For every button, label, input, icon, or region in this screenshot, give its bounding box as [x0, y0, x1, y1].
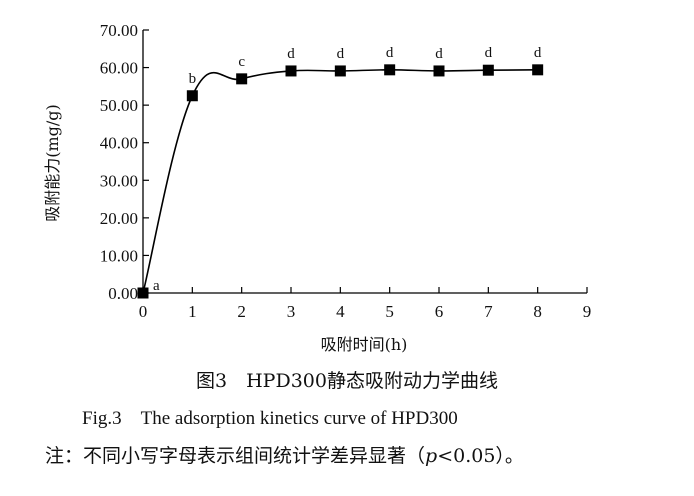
data-point [236, 73, 248, 85]
y-axis-title: 吸附能力(mg/g) [43, 104, 62, 222]
data-point [186, 90, 198, 102]
y-tick-label: 40.00 [100, 134, 138, 153]
significance-labels: a b c d d d d d d [153, 45, 542, 294]
kinetics-chart: 0.00 10.00 20.00 30.00 40.00 50.00 60.00 70.00 0… [43, 21, 592, 354]
y-tick-label: 10.00 [100, 246, 138, 265]
x-tick-label: 5 [385, 302, 394, 321]
chart-axes [142, 30, 587, 294]
x-tick-label: 8 [533, 302, 542, 321]
x-tick-label: 4 [336, 302, 345, 321]
y-tick-label: 20.00 [100, 209, 138, 228]
x-tick-label: 3 [287, 302, 296, 321]
y-tick-label: 0.00 [108, 284, 138, 303]
significance-label: d [485, 45, 493, 61]
note-p-symbol: p [425, 445, 438, 467]
significance-label: c [238, 54, 245, 70]
figure-note: 注：不同小写字母表示组间统计学差异显著（p<0.05）。 [45, 441, 694, 468]
data-point [137, 287, 149, 299]
x-tick-label: 9 [583, 302, 592, 321]
significance-label: d [337, 46, 345, 62]
data-point [482, 64, 494, 76]
note-suffix: <0.05）。 [437, 445, 524, 467]
significance-label: d [386, 45, 394, 61]
x-tick-label: 1 [188, 302, 197, 321]
y-tick-label: 30.00 [100, 171, 138, 190]
y-tick-label: 50.00 [100, 96, 138, 115]
significance-label: a [153, 278, 160, 294]
y-tick-label: 60.00 [100, 59, 138, 78]
significance-label: d [534, 45, 542, 61]
x-tick-label: 7 [484, 302, 493, 321]
data-point [433, 65, 445, 77]
note-prefix: 注：不同小写字母表示组间统计学差异显著（ [45, 445, 426, 467]
x-tick-label: 2 [237, 302, 246, 321]
x-tick-label: 6 [435, 302, 444, 321]
data-point [384, 64, 396, 76]
y-tick-label: 70.00 [100, 21, 138, 40]
series-line [142, 69, 538, 294]
figure-caption-chinese: 图3 HPD300静态吸附动力学曲线 [196, 370, 498, 392]
series-markers [137, 64, 544, 299]
x-tick-label: 0 [139, 302, 148, 321]
figure-caption-english: Fig.3 The adsorption kinetics curve of H… [82, 408, 458, 429]
data-point [285, 65, 297, 77]
significance-label: b [189, 71, 197, 87]
significance-label: d [287, 46, 295, 62]
data-point [532, 64, 544, 76]
x-axis-title: 吸附时间(h) [321, 335, 408, 354]
data-point [334, 65, 346, 77]
significance-label: d [435, 46, 443, 62]
chart-ticks: 0.00 10.00 20.00 30.00 40.00 50.00 60.00 70.00 0… [100, 21, 592, 321]
